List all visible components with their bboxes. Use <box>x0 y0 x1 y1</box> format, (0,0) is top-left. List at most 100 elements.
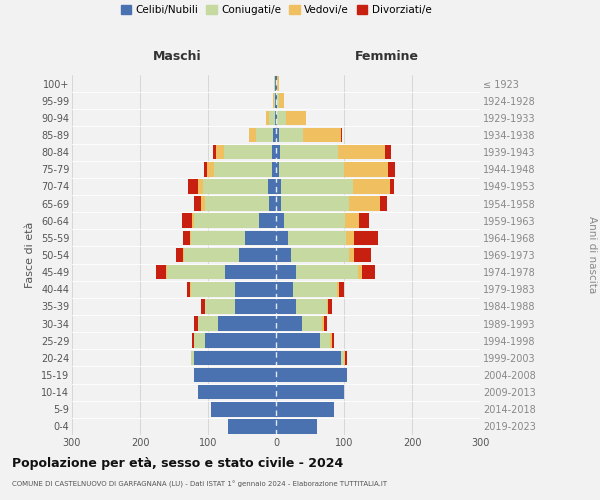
Bar <box>358 265 362 280</box>
Bar <box>201 299 205 314</box>
Bar <box>273 128 276 142</box>
Bar <box>235 299 276 314</box>
Bar <box>208 162 214 176</box>
Bar <box>203 179 268 194</box>
Bar <box>359 214 369 228</box>
Bar <box>272 145 276 160</box>
Bar <box>385 145 391 160</box>
Bar <box>276 94 277 108</box>
Bar <box>182 214 193 228</box>
Bar <box>167 265 225 280</box>
Bar <box>276 110 277 125</box>
Bar <box>288 230 346 245</box>
Bar <box>225 265 276 280</box>
Bar <box>166 265 167 280</box>
Bar <box>229 419 276 434</box>
Bar <box>276 162 280 176</box>
Bar <box>224 145 272 160</box>
Bar <box>277 94 279 108</box>
Bar <box>284 214 346 228</box>
Bar <box>276 265 296 280</box>
Bar <box>276 402 334 416</box>
Bar <box>293 282 337 296</box>
Bar <box>193 334 194 348</box>
Bar <box>269 110 275 125</box>
Bar <box>354 248 371 262</box>
Bar <box>322 316 323 331</box>
Bar <box>155 265 166 280</box>
Bar <box>211 402 276 416</box>
Bar <box>276 419 317 434</box>
Bar <box>183 248 184 262</box>
Bar <box>276 230 288 245</box>
Bar <box>274 94 275 108</box>
Bar <box>303 128 341 142</box>
Bar <box>331 334 332 348</box>
Bar <box>273 94 274 108</box>
Bar <box>187 282 190 296</box>
Bar <box>353 179 390 194</box>
Bar <box>235 282 276 296</box>
Bar <box>213 145 216 160</box>
Bar <box>281 196 349 211</box>
Bar <box>194 350 276 365</box>
Bar <box>272 162 276 176</box>
Bar <box>184 248 239 262</box>
Text: COMUNE DI CASTELNUOVO DI GARFAGNANA (LU) - Dati ISTAT 1° gennaio 2024 - Elaboraz: COMUNE DI CASTELNUOVO DI GARFAGNANA (LU)… <box>12 481 387 488</box>
Bar <box>245 230 276 245</box>
Bar <box>346 350 347 365</box>
Bar <box>259 214 276 228</box>
Bar <box>276 282 293 296</box>
Text: Femmine: Femmine <box>355 50 419 62</box>
Bar <box>320 334 331 348</box>
Bar <box>268 179 276 194</box>
Bar <box>277 76 279 91</box>
Bar <box>275 76 276 91</box>
Bar <box>205 299 235 314</box>
Bar <box>194 334 205 348</box>
Bar <box>191 230 245 245</box>
Bar <box>183 230 190 245</box>
Bar <box>276 214 284 228</box>
Bar <box>190 230 191 245</box>
Legend: Celibi/Nubili, Coniugati/e, Vedovi/e, Divorziati/e: Celibi/Nubili, Coniugati/e, Vedovi/e, Di… <box>121 5 431 15</box>
Bar <box>328 299 332 314</box>
Bar <box>194 214 259 228</box>
Bar <box>296 299 327 314</box>
Bar <box>332 334 334 348</box>
Bar <box>276 350 341 365</box>
Bar <box>349 248 354 262</box>
Bar <box>214 162 272 176</box>
Bar <box>276 299 296 314</box>
Bar <box>204 162 208 176</box>
Bar <box>201 196 205 211</box>
Bar <box>337 282 338 296</box>
Bar <box>388 162 395 176</box>
Bar <box>302 316 322 331</box>
Bar <box>344 350 346 365</box>
Bar <box>296 265 358 280</box>
Bar <box>338 145 385 160</box>
Text: Maschi: Maschi <box>152 50 202 62</box>
Bar <box>354 230 378 245</box>
Y-axis label: Fasce di età: Fasce di età <box>25 222 35 288</box>
Bar <box>277 110 286 125</box>
Bar <box>269 196 276 211</box>
Bar <box>194 196 201 211</box>
Bar <box>380 196 387 211</box>
Text: Anni di nascita: Anni di nascita <box>587 216 597 294</box>
Bar <box>346 230 354 245</box>
Bar <box>276 368 347 382</box>
Bar <box>205 196 269 211</box>
Text: Popolazione per età, sesso e stato civile - 2024: Popolazione per età, sesso e stato civil… <box>12 458 343 470</box>
Bar <box>280 128 303 142</box>
Bar <box>344 162 388 176</box>
Bar <box>276 334 320 348</box>
Bar <box>275 94 276 108</box>
Bar <box>276 145 280 160</box>
Bar <box>198 179 203 194</box>
Bar <box>216 145 224 160</box>
Bar <box>188 179 198 194</box>
Bar <box>286 110 306 125</box>
Bar <box>280 145 338 160</box>
